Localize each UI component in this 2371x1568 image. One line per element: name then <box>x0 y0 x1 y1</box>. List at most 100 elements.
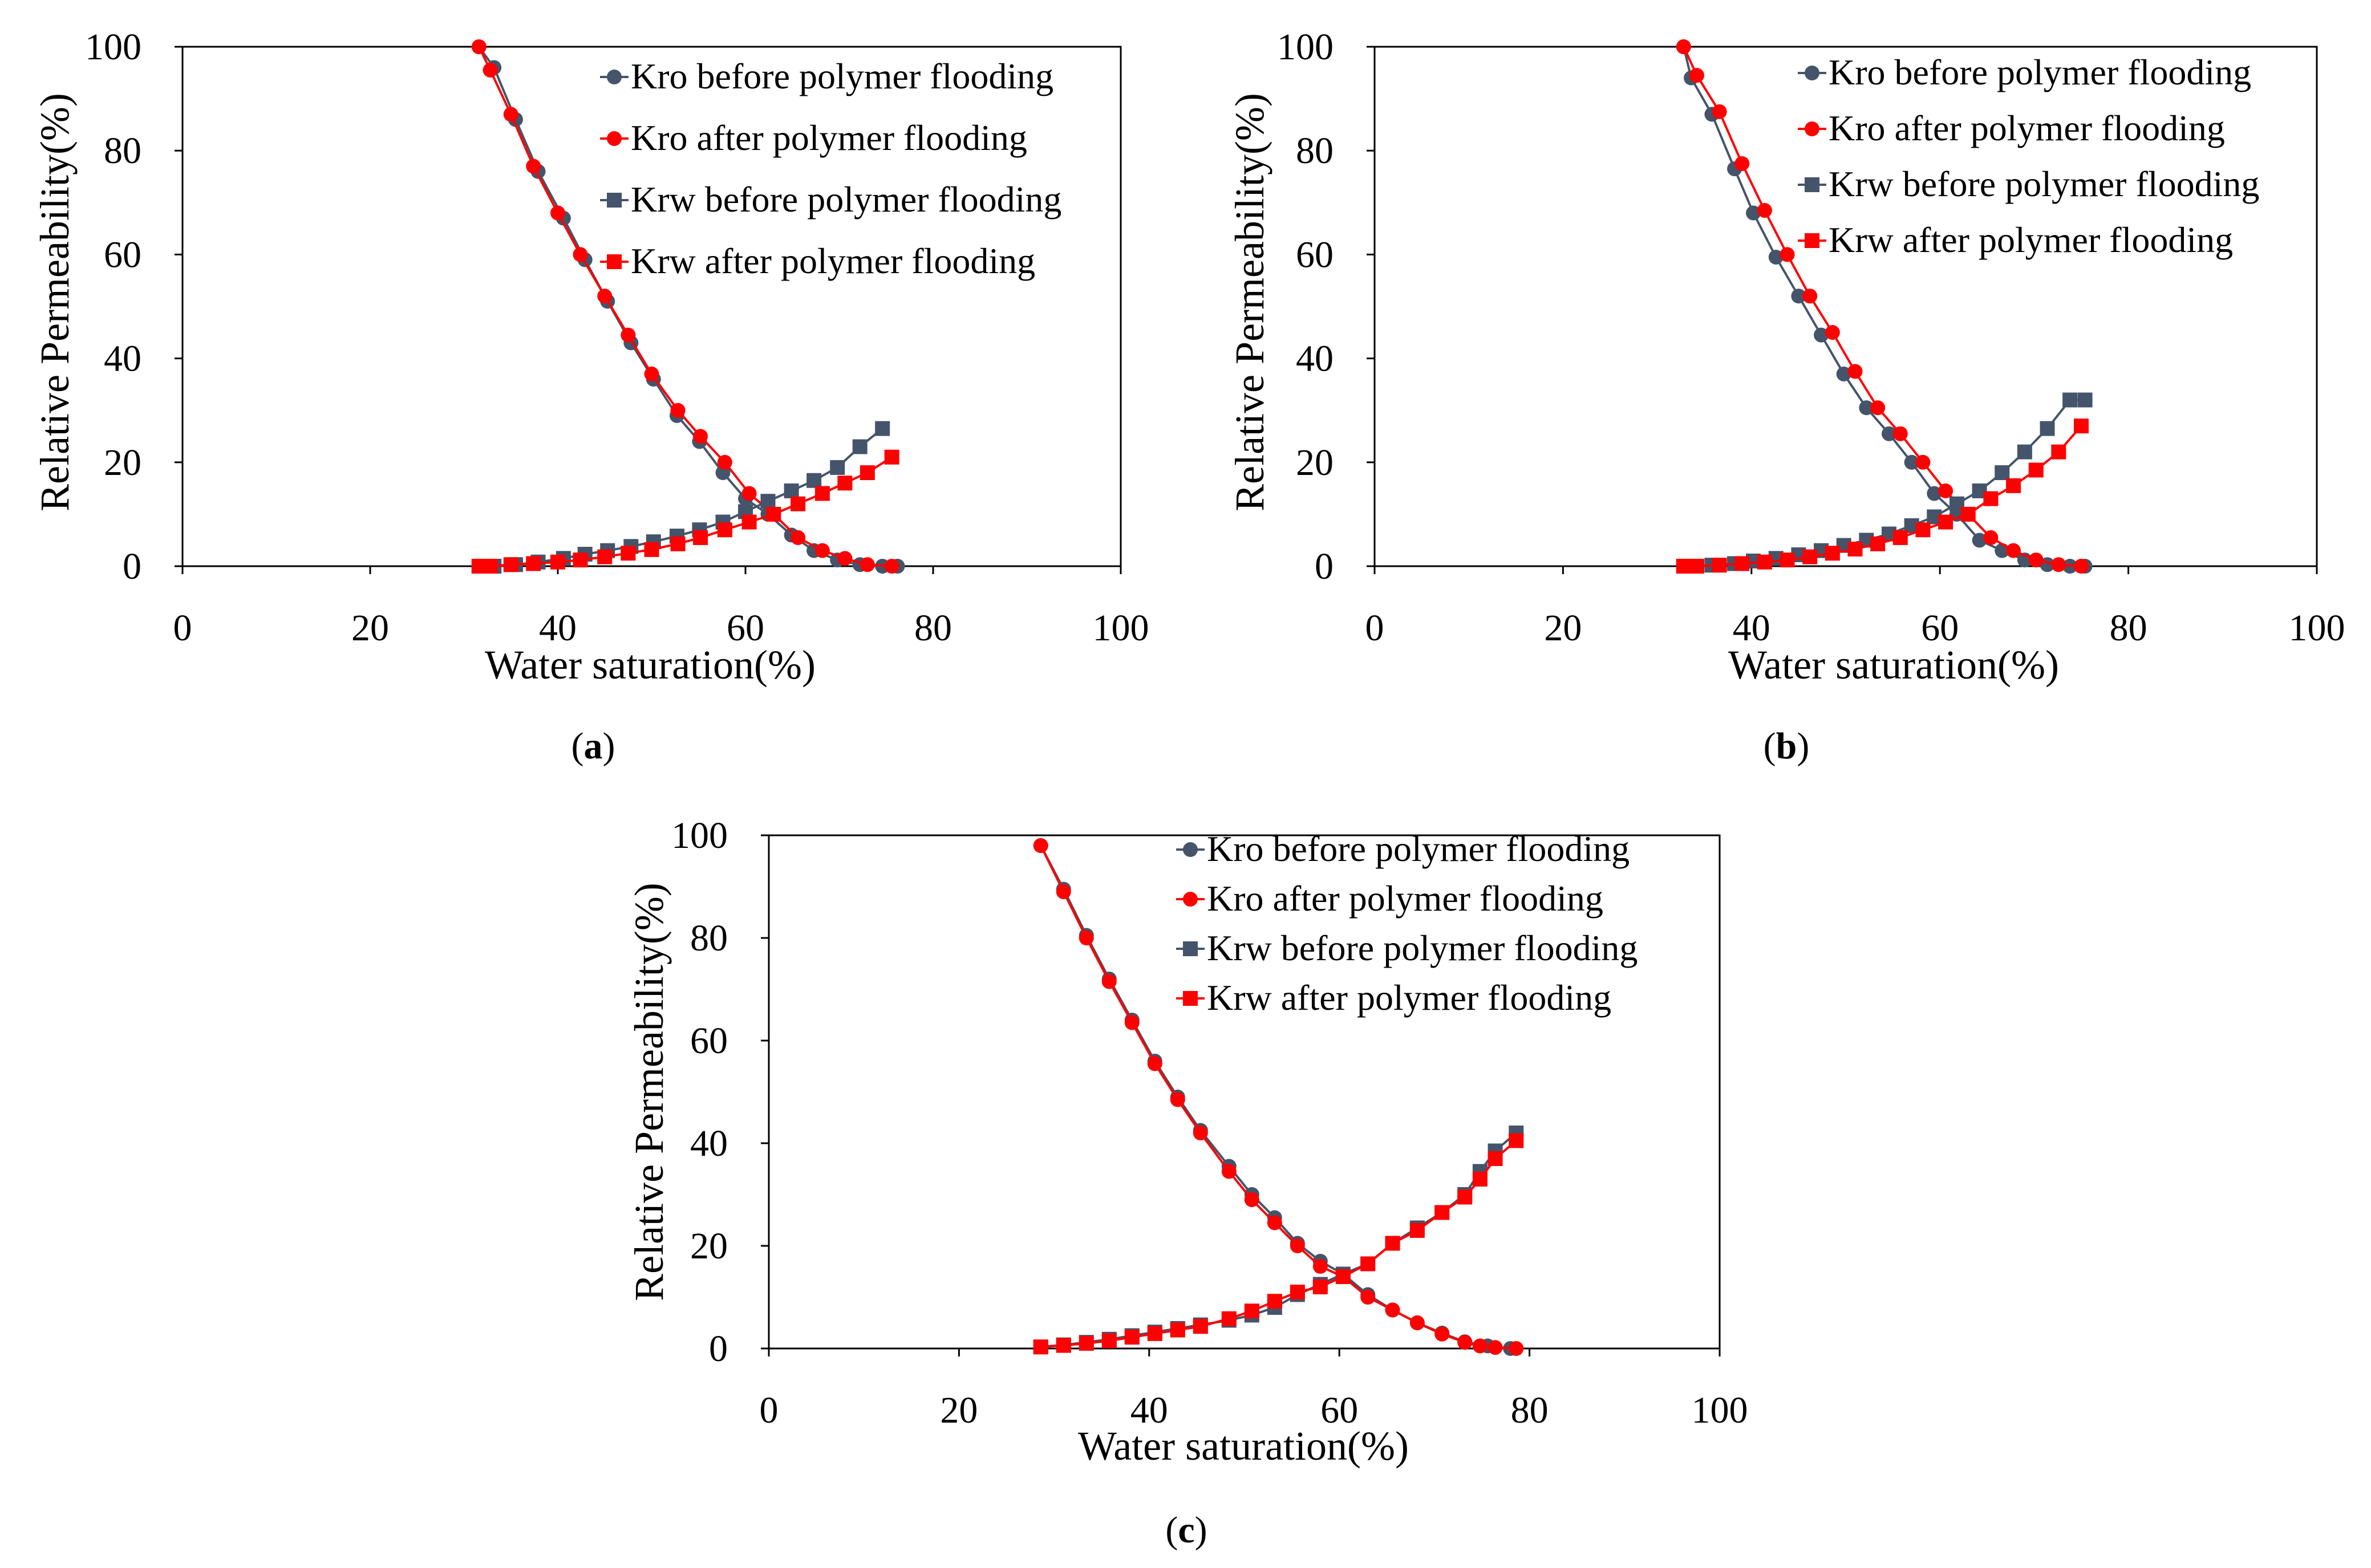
data-point <box>1983 491 1999 506</box>
data-point <box>597 549 613 564</box>
chart-panel-b: 0 20 40 60 80 100 0 20 40 60 80 100 Water saturation… <box>1227 26 2345 767</box>
data-point <box>1780 553 1795 568</box>
x-tick-label: 20 <box>1544 607 1582 649</box>
legend-swatch-marker <box>607 70 622 84</box>
x-tick-label: 40 <box>539 607 577 649</box>
x-tick-label: 20 <box>940 1390 978 1431</box>
x-tick-label: 40 <box>1130 1390 1168 1431</box>
data-point <box>1509 1341 1524 1356</box>
data-point <box>1825 546 1840 561</box>
legend-swatch-marker <box>1805 66 1819 80</box>
data-point <box>2062 392 2078 408</box>
data-point <box>1033 838 1048 853</box>
data-point <box>1915 522 1931 538</box>
y-tick-label: 100 <box>1277 26 1334 68</box>
data-point <box>550 205 565 221</box>
data-point <box>1836 366 1851 381</box>
series-line <box>1040 1139 1517 1348</box>
data-point <box>1147 1326 1162 1341</box>
x-tick-label: 0 <box>173 607 192 649</box>
data-point <box>814 486 830 501</box>
data-point <box>503 557 518 572</box>
data-point <box>717 522 732 538</box>
data-point <box>1409 1315 1425 1330</box>
data-point <box>1509 1133 1524 1148</box>
legend-entry-label: Krw before polymer flooding <box>1207 928 1638 968</box>
y-tick-label: 60 <box>690 1020 728 1062</box>
data-point <box>791 496 806 511</box>
y-axis-title: Relative Permeability(%) <box>1227 93 1272 511</box>
data-point <box>670 403 686 418</box>
data-point <box>1360 1290 1376 1305</box>
series-kro-before-polymer-flooding <box>1676 39 2093 574</box>
data-point <box>884 559 899 574</box>
data-point <box>693 429 708 444</box>
data-point <box>784 483 799 498</box>
data-point <box>1056 1338 1071 1353</box>
data-point <box>2028 462 2044 478</box>
legend-entry-label: Kro before polymer flooding <box>631 56 1053 96</box>
series-line <box>1040 1132 1517 1348</box>
data-point <box>1780 247 1795 262</box>
data-point <box>1434 1326 1450 1342</box>
data-point <box>1193 1319 1208 1334</box>
data-point <box>1870 400 1886 416</box>
data-point <box>806 473 822 488</box>
series-line <box>1040 845 1517 1350</box>
plot-area-frame <box>181 46 1122 567</box>
data-point <box>1221 1311 1237 1326</box>
data-point <box>741 514 757 530</box>
data-point <box>693 530 708 545</box>
legend-swatch-marker <box>607 131 622 146</box>
y-tick-label: 60 <box>104 234 141 275</box>
panel-label: (a) <box>572 725 615 767</box>
data-point <box>1734 556 1750 571</box>
panel-label: (c) <box>1165 1509 1207 1551</box>
data-point <box>791 530 806 545</box>
y-tick-label: 80 <box>104 130 141 172</box>
data-point <box>814 543 830 558</box>
series-krw-before-polymer-flooding <box>1033 1126 1524 1355</box>
data-point <box>1221 1164 1237 1179</box>
y-axis-title: Relative Permeability(%) <box>32 93 78 511</box>
data-point <box>1193 1126 1208 1140</box>
data-point <box>1385 1302 1400 1318</box>
data-point <box>550 554 565 570</box>
x-tick-label: 100 <box>2289 607 2345 649</box>
data-point <box>1746 205 1761 221</box>
x-tick-label: 80 <box>914 607 952 649</box>
data-point <box>1915 454 1931 470</box>
data-point <box>860 465 875 481</box>
data-point <box>1244 1303 1259 1319</box>
legend: Kro before polymer flooding Kro after pol… <box>600 56 1061 281</box>
data-point <box>1859 400 1874 416</box>
data-point <box>837 551 853 566</box>
y-tick-label: 20 <box>104 442 141 484</box>
x-tick-label: 100 <box>1692 1390 1748 1431</box>
x-tick-label: 60 <box>1320 1390 1358 1431</box>
data-point <box>1689 68 1704 83</box>
series-line <box>1040 845 1511 1350</box>
series-krw-after-polymer-flooding <box>1033 1133 1524 1355</box>
data-point <box>1847 364 1863 379</box>
data-point <box>1360 1256 1376 1272</box>
data-point <box>1995 465 2010 481</box>
x-axis-title: Water saturation(%) <box>1728 642 2059 688</box>
data-point <box>1757 202 1772 218</box>
y-tick-label: 20 <box>690 1225 728 1267</box>
y-tick-label: 40 <box>104 338 141 380</box>
data-point <box>1457 1335 1473 1350</box>
data-point <box>503 107 518 122</box>
chart-panel-a: 0 20 40 60 80 100 0 20 40 60 80 100 Water saturation… <box>32 26 1149 767</box>
legend-swatch-marker <box>1805 233 1819 248</box>
data-point <box>1904 454 1919 470</box>
data-point <box>1825 325 1840 340</box>
data-point <box>837 476 853 491</box>
data-point <box>2077 392 2093 408</box>
chart-panel-c: 0 20 40 60 80 100 0 20 40 60 80 100 Water saturation… <box>626 815 1748 1551</box>
data-point <box>526 159 541 174</box>
data-point <box>1290 1285 1305 1299</box>
series-krw-after-polymer-flooding <box>471 449 899 574</box>
data-point <box>884 449 899 465</box>
